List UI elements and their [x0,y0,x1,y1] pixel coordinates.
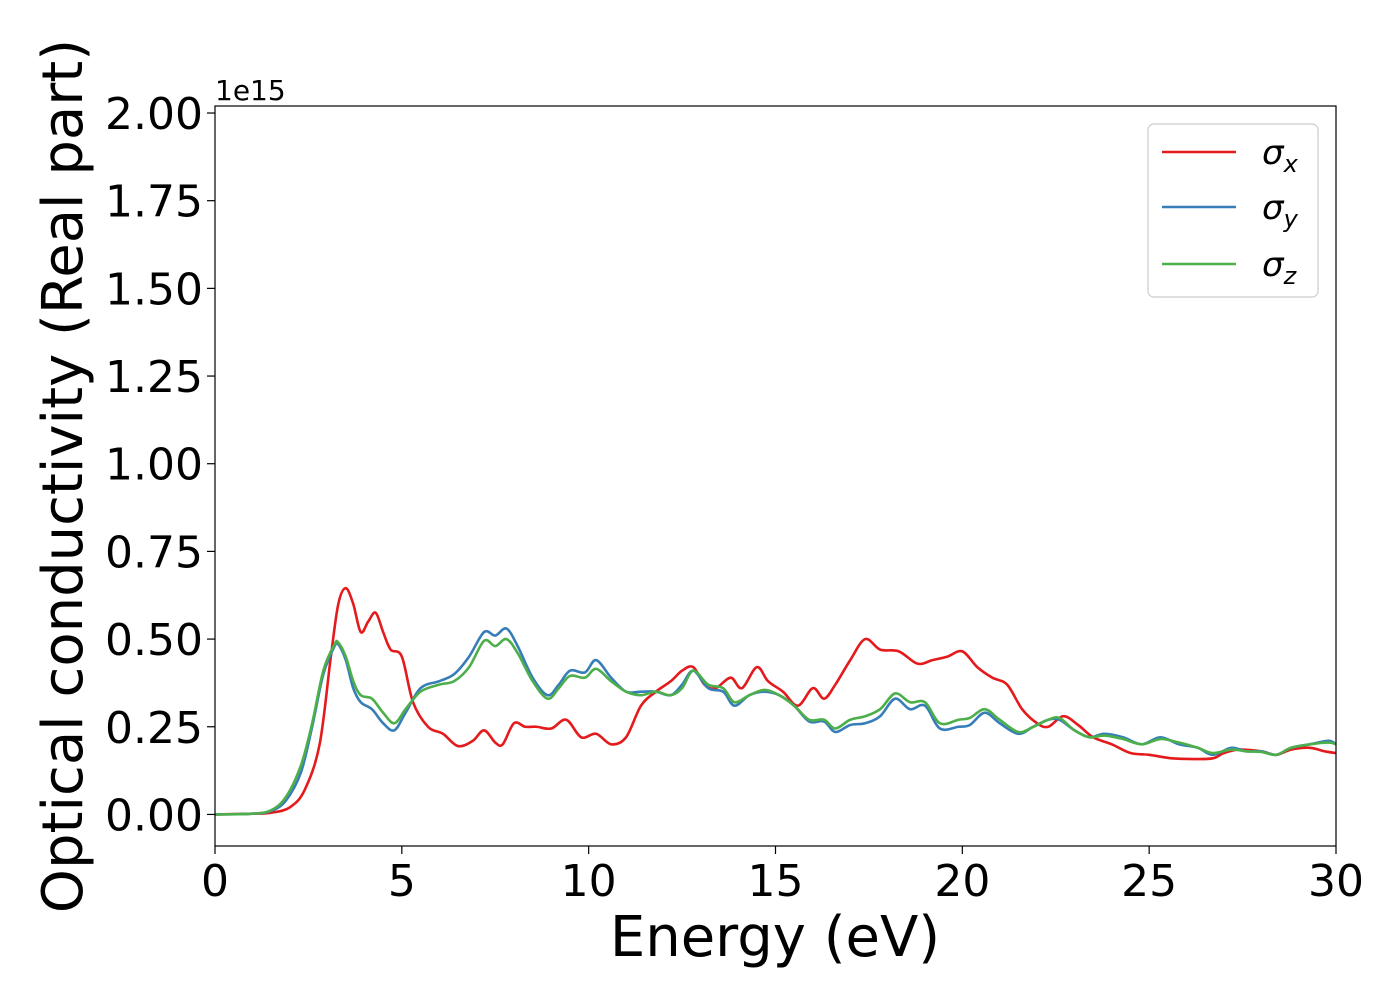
y-axis-label: Optical conductivity (Real part) [31,39,96,913]
y-tick-label: 0.75 [105,527,203,578]
y-offset-label: 1e15 [215,74,286,107]
legend-label-x: σx [1262,133,1299,178]
x-tick-label: 15 [748,856,804,907]
x-axis-label: Energy (eV) [610,905,940,970]
y-tick-label: 1.75 [105,177,203,228]
series-group [214,586,1337,816]
y-tick-label: 0.00 [105,790,203,841]
x-tick-label: 10 [561,856,617,907]
x-tick-label: 25 [1121,856,1177,907]
y-tick-label: 2.00 [105,89,203,140]
legend-label-z: σz [1262,245,1298,290]
x-tick-label: 0 [201,856,229,907]
x-tick-label: 30 [1308,856,1364,907]
series-line-x [214,586,1337,816]
y-tick-label: 0.50 [105,615,203,666]
x-axis-ticks: 0 5 10 15 20 25 30 [201,846,1364,907]
legend-box [1147,123,1319,298]
y-tick-label: 1.50 [105,264,203,315]
y-tick-label: 1.00 [105,440,203,491]
series-line-z [214,637,1337,816]
legend-label-y: σy [1262,188,1299,233]
legend-items: σx σy σz [1162,133,1299,290]
y-tick-label: 1.25 [105,352,203,403]
plot-frame [214,105,1337,847]
series-line-y [214,627,1337,816]
x-tick-label: 20 [934,856,990,907]
x-tick-label: 5 [388,856,416,907]
y-tick-label: 0.25 [105,703,203,754]
legend: σx σy σz [1147,123,1319,298]
y-axis-ticks: 0.00 0.25 0.50 0.75 1.00 1.25 1.50 1.75 2.00 [105,89,215,841]
